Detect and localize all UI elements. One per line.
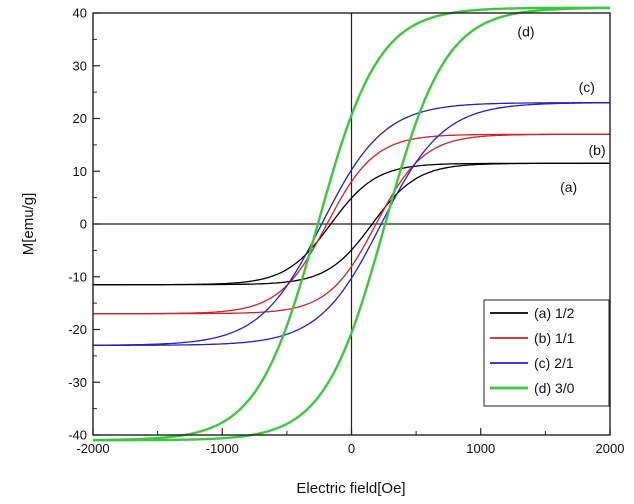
x-tick-label: -1000 [206,441,239,456]
x-tick-label: 2000 [596,441,625,456]
curve-label: (c) [579,79,595,95]
x-tick-label: -2000 [76,441,109,456]
x-axis-ticks: -2000 -1000 0 1000 2000 [76,428,624,456]
y-tick-label: -20 [68,322,87,337]
series-descending-branch [93,102,610,346]
x-tick-label: 0 [348,441,355,456]
y-tick-label: 10 [73,164,87,179]
y-tick-label: 40 [73,6,87,21]
curve-labels: (a) (b) (c) (d) [517,23,605,195]
y-axis-ticks: -40 -30 -20 -10 0 10 20 30 40 [68,6,100,443]
y-tick-label: -30 [68,375,87,390]
curve-label: (d) [517,23,534,39]
legend-label: (a) 1/2 [534,305,575,321]
series-ascending-branch [93,6,610,442]
legend: (a) 1/2 (b) 1/1 (c) 2/1 (d) 3/0 [483,299,610,407]
curve-label: (a) [560,179,577,195]
legend-label: (d) 3/0 [534,380,575,396]
series-descending-branch [93,6,610,442]
series-1-curve [93,162,610,286]
y-tick-label: 30 [73,58,87,73]
series-descending-branch [93,162,610,286]
series-3-curve [93,102,610,346]
series-2-curve [93,133,610,315]
series-ascending-branch [93,102,610,346]
y-tick-label: 20 [73,111,87,126]
curve-label: (b) [589,142,606,158]
y-axis-label: M[emu/g] [20,193,37,256]
y-tick-label: -10 [68,269,87,284]
hysteresis-curves [93,6,610,442]
x-axis-label: Electric field[Oe] [296,480,405,497]
series-descending-branch [93,133,610,315]
series-4-curve [93,6,610,442]
x-tick-label: 1000 [466,441,495,456]
legend-label: (b) 1/1 [534,330,575,346]
zero-lines [93,13,610,435]
y-tick-label: -40 [68,428,87,443]
y-tick-label: 0 [80,217,87,232]
legend-label: (c) 2/1 [534,355,574,371]
